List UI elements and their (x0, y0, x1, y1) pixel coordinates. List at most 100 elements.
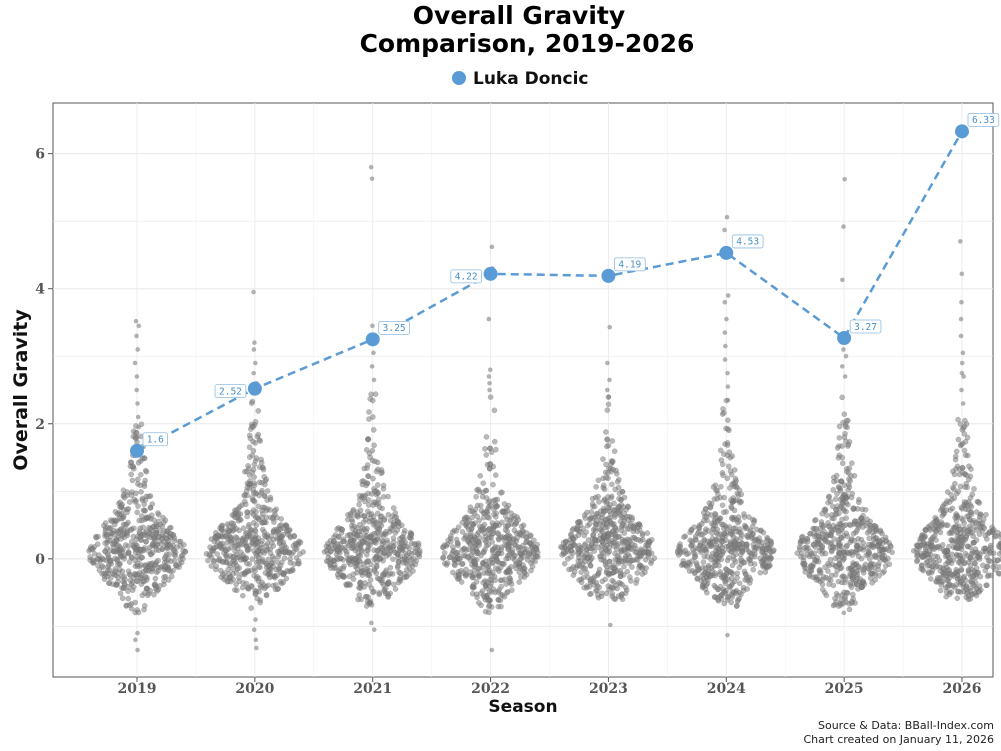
population-point (91, 550, 98, 557)
population-point (914, 553, 920, 559)
population-point (334, 526, 340, 533)
population-point (724, 439, 731, 446)
x-tick-label: 2025 (825, 681, 864, 697)
population-point (605, 571, 612, 577)
population-point (883, 537, 889, 544)
population-outlier (960, 401, 966, 406)
population-point (498, 603, 504, 610)
population-point (879, 548, 886, 555)
population-point (842, 593, 848, 600)
population-point (797, 553, 804, 560)
population-point (328, 565, 334, 571)
population-point (724, 557, 731, 564)
data-label-text: 1.6 (147, 435, 164, 446)
series-point (601, 268, 616, 283)
population-point (134, 476, 141, 483)
population-outlier (959, 271, 965, 277)
population-point (580, 525, 586, 532)
population-point (695, 546, 702, 552)
population-point (879, 554, 885, 561)
population-point (626, 553, 633, 560)
population-point (734, 570, 741, 577)
population-point (277, 578, 284, 585)
population-point (475, 599, 482, 606)
population-point (961, 447, 968, 454)
population-outlier (605, 387, 610, 393)
population-point (490, 530, 497, 537)
population-point (238, 541, 245, 548)
population-point (616, 495, 622, 502)
population-point (839, 394, 846, 401)
population-point (255, 548, 261, 554)
population-point (588, 514, 594, 521)
population-point (692, 533, 699, 540)
y-tick-label: 4 (35, 282, 45, 298)
population-outlier (136, 424, 142, 430)
population-point (99, 570, 105, 577)
population-point (738, 491, 745, 498)
population-point (827, 498, 834, 505)
population-point (694, 562, 700, 568)
population-point (844, 542, 850, 549)
population-point (720, 521, 726, 528)
population-point (718, 556, 725, 563)
population-point (486, 515, 492, 521)
population-point (954, 595, 961, 602)
population-point (943, 500, 950, 507)
population-point (855, 499, 862, 506)
population-point (473, 493, 480, 500)
population-point (166, 551, 173, 557)
population-point (589, 495, 596, 502)
population-point (252, 591, 259, 597)
population-point (919, 553, 926, 560)
population-point (721, 530, 728, 537)
population-point (385, 511, 392, 518)
series-point (483, 266, 498, 281)
population-outlier (725, 397, 731, 403)
population-point (243, 580, 250, 587)
population-point (760, 529, 767, 536)
population-point (848, 584, 855, 591)
population-point (143, 538, 149, 545)
population-point (390, 535, 397, 542)
population-point (621, 563, 627, 570)
population-point (492, 472, 499, 478)
population-outlier (132, 360, 138, 366)
population-point (114, 578, 121, 585)
population-point (977, 551, 983, 558)
population-point (925, 569, 932, 575)
population-point (971, 590, 978, 597)
population-point (94, 556, 101, 562)
population-point (587, 591, 593, 598)
population-point (941, 548, 948, 555)
population-point (263, 476, 270, 483)
population-point (953, 448, 960, 455)
data-label-text: 4.53 (736, 237, 759, 248)
y-tick-label: 2 (35, 417, 45, 433)
population-point (741, 511, 747, 517)
population-point (491, 438, 498, 445)
population-point (491, 407, 498, 414)
population-point (957, 421, 964, 427)
population-point (866, 535, 873, 542)
population-point (702, 529, 708, 536)
population-point (837, 487, 844, 494)
population-point (263, 514, 270, 521)
population-point (512, 542, 518, 548)
population-point (962, 452, 969, 458)
population-point (846, 521, 853, 528)
population-point (327, 548, 334, 555)
population-outlier (725, 384, 731, 389)
population-point (746, 514, 752, 520)
population-point (365, 436, 371, 443)
population-outlier (722, 330, 728, 335)
population-point (983, 582, 990, 589)
population-point (135, 609, 142, 616)
population-point (366, 600, 373, 607)
population-point (855, 564, 862, 570)
population-point (253, 455, 260, 461)
population-point (591, 503, 598, 510)
population-point (867, 570, 874, 577)
population-point (830, 487, 837, 493)
population-point (470, 583, 477, 590)
